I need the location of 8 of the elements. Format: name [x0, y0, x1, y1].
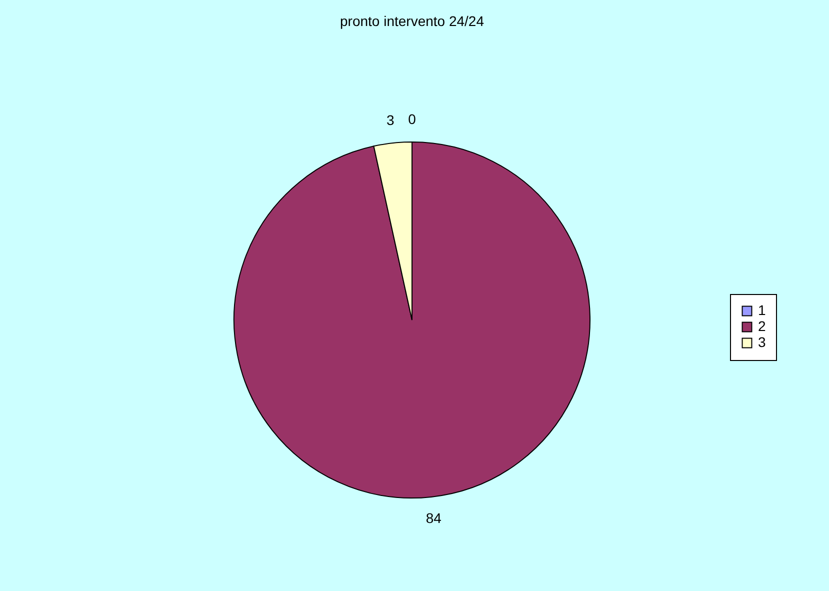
text: 0 — [408, 111, 416, 127]
legend-label: 3 — [758, 334, 766, 350]
pie-slice — [234, 142, 590, 498]
legend-label: 2 — [758, 318, 766, 334]
legend-label: 1 — [758, 302, 766, 318]
chart-title: pronto intervento 24/24 — [340, 13, 484, 29]
data-label: 3 — [386, 112, 394, 128]
data-label: 84 — [426, 510, 442, 526]
